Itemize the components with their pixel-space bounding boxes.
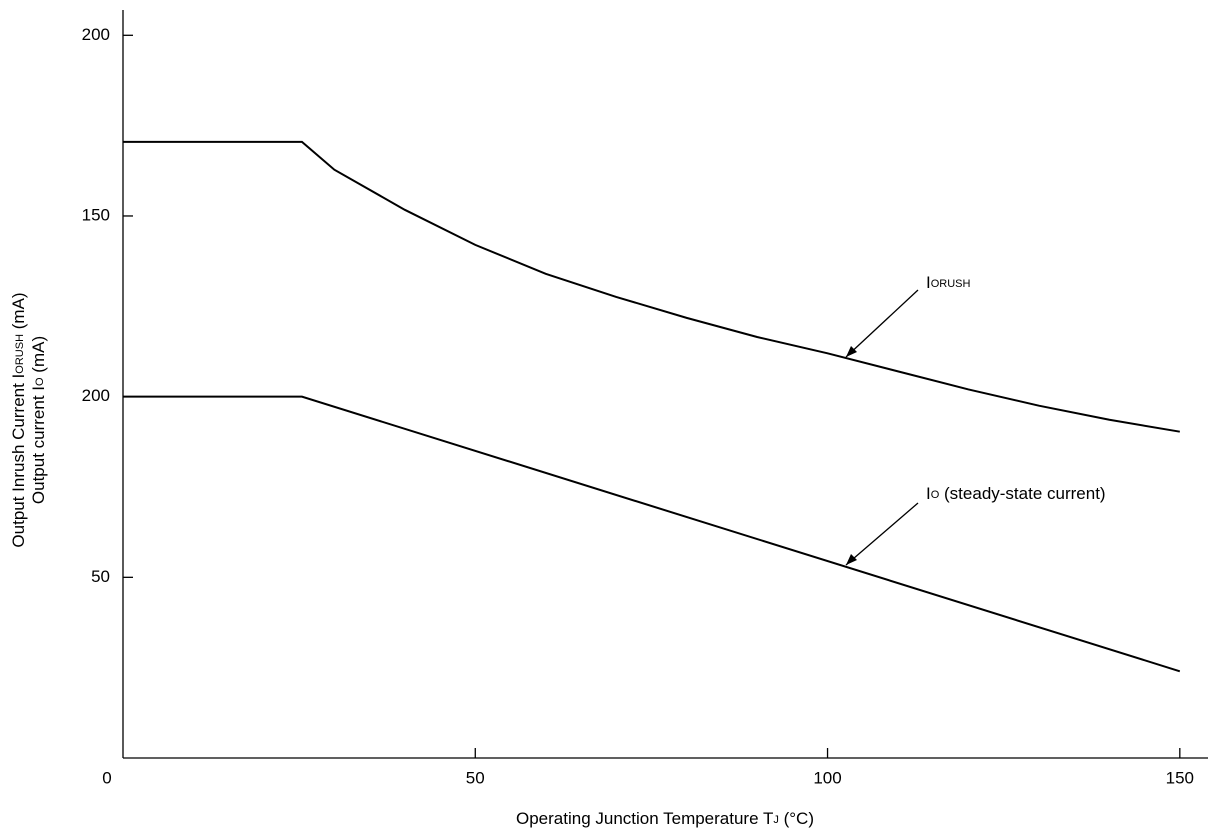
text-part: (steady-state current) [939,484,1105,503]
text-part: O [931,489,940,501]
x-tick-label: 0 [102,768,111,787]
text-part: Output current I [29,386,48,504]
x-tick-label: 100 [813,768,841,787]
arrow-head [846,346,857,357]
text-part: J [773,814,779,826]
x-tick-label: 150 [1166,768,1194,787]
text-part: Output Inrush Current I [9,374,28,548]
text-part: (mA) [9,292,28,334]
y-axis-label: Output current IO (mA) [29,336,48,504]
y-axis-label: Output Inrush Current IORUSH (mA) [9,292,28,547]
x-tick-label: 50 [466,768,485,787]
annotation: IORUSH [926,273,971,292]
y-tick-label: 200 [82,25,110,44]
annotation-arrow [845,502,919,566]
text-part: O [34,377,46,386]
text-part: ORUSH [14,334,26,374]
y-tick-label: 50 [91,567,110,586]
text-part: I [926,273,931,292]
y-tick-label: 200 [82,386,110,405]
y-tick-label: 150 [82,205,110,224]
x-axis-label: Operating Junction Temperature TJ (°C) [516,809,814,828]
text-part: (°C) [779,809,814,828]
text-part: Operating Junction Temperature T [516,809,773,828]
text-part: I [926,484,931,503]
annotation-arrow [845,289,919,358]
annotation: IO (steady-state current) [926,484,1106,503]
line [123,140,1180,433]
line [123,395,1181,673]
text-part: ORUSH [931,278,971,290]
text-part: (mA) [29,336,48,378]
arrow-head [846,554,857,565]
